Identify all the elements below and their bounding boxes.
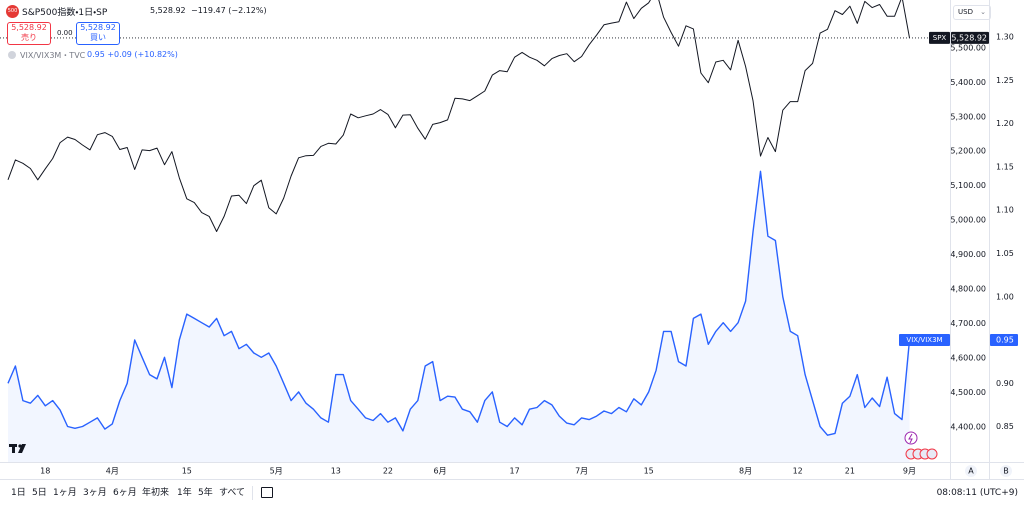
range-button[interactable]: 5年 [198,488,213,498]
axis-button-label[interactable]: A [968,467,974,476]
y-tick-label: 5,200.00 [950,147,986,156]
range-button[interactable]: 5日 [32,488,47,498]
axis-button-label[interactable]: B [1003,467,1009,476]
x-tick-label: 4月 [106,467,119,476]
calendar-button[interactable] [261,487,273,498]
last-value-badge [990,334,1018,347]
x-tick-label: 22 [383,467,393,476]
event-icon [908,433,913,444]
y-tick-label: 1.15 [996,162,1014,171]
x-tick-label: 17 [510,467,520,476]
buy-label[interactable]: 買い [90,33,106,42]
x-tick-label: 5月 [270,467,283,476]
range-button[interactable]: 1日 [11,488,26,498]
x-tick-label: 18 [40,467,50,476]
separator [252,486,253,500]
x-tick-label: 8月 [739,467,752,476]
y-tick-label: 5,100.00 [950,181,986,190]
y-tick-label: 1.20 [996,119,1014,128]
study-name[interactable]: VIX/VIX3M・TVC [20,51,86,60]
event-icon [904,431,918,445]
currency[interactable]: USD [958,8,973,16]
last-value-label: 5,528.92 [951,33,987,42]
study-values: 0.95 +0.09 (+10.82%) [87,50,178,59]
x-tick-label: 13 [331,467,341,476]
buy-button[interactable]: 5,528.92 買い [76,22,120,45]
x-tick-label: 6月 [434,467,447,476]
x-tick-label: 15 [644,467,654,476]
range-button[interactable]: すべて [219,488,246,498]
y-tick-label: 1.25 [996,76,1014,85]
event-icons [905,448,938,460]
y-tick-label: 4,900.00 [950,250,986,259]
axis-button[interactable] [1000,465,1012,477]
y-tick-label: 5,500.00 [950,43,986,52]
y-tick-label: 4,400.00 [950,422,986,431]
price-change: −119.47 (−2.12%) [191,6,267,15]
x-tick-label: 15 [182,467,192,476]
study-icon [8,51,16,59]
series-name: SPX [933,34,947,42]
y-tick-label: 4,700.00 [950,319,986,328]
x-tick-label: 7月 [575,467,588,476]
series-name: VIX/VIX3M [906,336,942,344]
range-button[interactable]: 6ヶ月 [113,488,137,498]
logo-part [18,444,26,453]
y-tick-label: 5,400.00 [950,78,986,87]
buy-price[interactable]: 5,528.92 [80,23,116,32]
logo-part [12,444,15,453]
y-tick-label: 1.05 [996,249,1014,258]
last-value-badge [951,31,989,44]
y-tick-label: 1.30 [996,33,1014,42]
plot-area [7,0,911,462]
series-line [7,170,911,436]
area-fill [8,171,910,462]
chart: A B 4,400.00 4,500.00 4,600.00 4,700.00 4,80… [0,0,1024,480]
y-tick-label: 5,300.00 [950,112,986,121]
y-tick-label: 4,500.00 [950,388,986,397]
currency-select[interactable]: USD ⌄ [953,5,991,20]
range-button[interactable]: 1ヶ月 [53,488,77,498]
y-tick-label: 1.00 [996,292,1014,301]
series-name-badge [929,31,950,44]
y-tick-label: 0.90 [996,379,1014,388]
sell-label[interactable]: 売り [21,33,37,42]
x-tick-label: 21 [845,467,855,476]
range-button[interactable]: 3ヶ月 [83,488,107,498]
x-tick-label: 9月 [903,467,916,476]
series-name-badge [899,334,950,347]
y-tick-label: 5,000.00 [950,216,986,225]
symbol-title[interactable]: S&P500指数・1日・SP [22,8,108,18]
axis-button[interactable] [965,465,977,477]
flag-icon [926,448,938,460]
clock: 08:08:11 (UTC+9) [936,488,1018,498]
y-tick-label: 1.10 [996,206,1014,215]
sell-button[interactable]: 5,528.92 売り [7,22,51,45]
series-line [7,0,910,232]
tv-logo [9,444,26,453]
y-tick-label: 4,800.00 [950,285,986,294]
y-tick-label: 4,600.00 [950,353,986,362]
dropdown-arrow[interactable]: ⌄ [980,8,986,16]
range-button[interactable]: 年初来 [142,488,170,498]
last-value-label: 0.95 [996,336,1014,345]
last-price: 5,528.92 [150,6,186,15]
sell-price[interactable]: 5,528.92 [11,23,47,32]
spread: 0.00 [57,29,73,37]
symbol-logo: 500 [6,5,19,18]
range-button[interactable]: 1年 [177,488,192,498]
y-tick-label: 0.85 [996,422,1014,431]
x-tick-label: 12 [793,467,803,476]
